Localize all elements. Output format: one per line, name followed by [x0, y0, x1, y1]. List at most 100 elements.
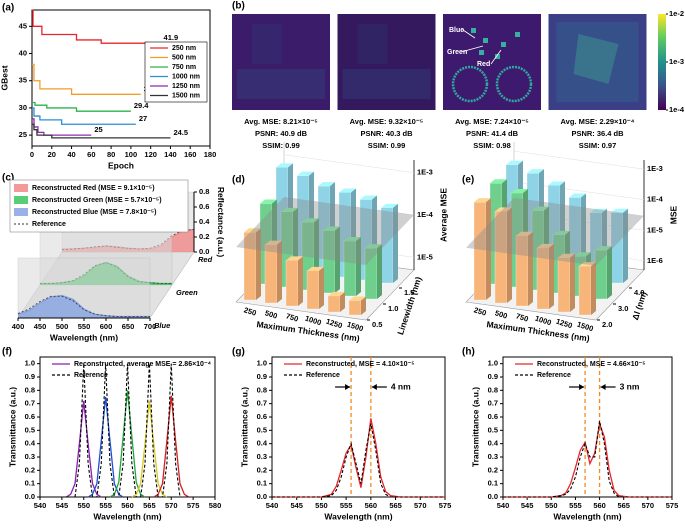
image-texture: [252, 24, 282, 64]
bar-top: [595, 246, 612, 251]
bar-top: [297, 171, 314, 176]
series-line: [65, 400, 102, 498]
panel-label: (f): [2, 347, 12, 358]
panel-label: (g): [232, 347, 245, 358]
bar-top: [495, 207, 512, 212]
legend-swatch: [14, 184, 28, 192]
y-tick-label: 0.1: [257, 479, 267, 488]
bar: [364, 244, 382, 300]
image-stat: PSNR: 40.9 dB: [255, 129, 308, 138]
legend-swatch: [14, 208, 28, 216]
legend-label: Reference: [74, 372, 108, 379]
legend-label: 500 nm: [172, 54, 196, 61]
legend-label: Reconstructed, MSE = 4.66×10⁻⁵: [537, 361, 646, 368]
x-tick-label: 565: [389, 501, 402, 510]
image-label: Green: [447, 49, 467, 56]
end-label: 27: [139, 114, 147, 123]
bar-top: [307, 266, 324, 271]
bar-side: [507, 207, 512, 303]
y-tick-label: 0.2: [25, 465, 35, 474]
x-tick-label: 500: [264, 308, 279, 320]
legend-swatch: [14, 196, 28, 204]
x-tick-label: 545: [521, 501, 534, 510]
x-tick-label: 575: [439, 501, 452, 510]
x-tick-label: 555: [99, 501, 112, 510]
bar-side: [356, 237, 361, 296]
y-axis-label: Transmittance (a.u.): [7, 387, 17, 467]
y-tick-label: 0.3: [488, 452, 498, 461]
legend-label: Reference: [32, 221, 66, 228]
layer-line: [17, 294, 150, 318]
x-tick-label: 100: [125, 150, 138, 159]
y-tick-label: 0.8: [488, 385, 498, 394]
y-tick-label: 40: [19, 49, 27, 58]
bar-front: [578, 265, 592, 316]
y-tick-label: 0.8: [25, 385, 35, 394]
y-tick-label: 0.9: [257, 372, 267, 381]
image-stat: PSNR: 36.4 dB: [571, 129, 624, 138]
y-tick-label: 0.7: [488, 399, 498, 408]
bar-top: [532, 206, 549, 211]
bar-front: [348, 300, 362, 316]
bar-top: [527, 169, 544, 174]
z-grid: [513, 150, 645, 170]
bar: [515, 231, 533, 307]
x-tick-label: 555: [340, 501, 353, 510]
bar: [536, 243, 554, 310]
y-axis-label: Transmittance (a.u.): [470, 387, 480, 467]
y-tick-label: 0.9: [25, 372, 35, 381]
y-tick-label: 0.0: [257, 492, 267, 501]
bar: [594, 246, 612, 300]
legend-label: Reconstructed, MSE = 4.10×10⁻⁵: [306, 361, 415, 368]
y-tick-label: 1.0: [25, 359, 35, 368]
legend-label: 1000 nm: [172, 73, 200, 80]
layer-label: Red: [198, 255, 213, 264]
bar-side: [277, 240, 282, 303]
x-axis-label: Wavelength (nm): [93, 511, 161, 521]
legend-label: Reconstructed Blue (MSE = 7.8×10⁻⁵): [32, 209, 156, 216]
panel-label: (c): [2, 173, 14, 184]
bar-top: [537, 243, 554, 248]
bar: [285, 256, 303, 307]
x-tick-label: 40: [67, 150, 75, 159]
x-tick-label: 650: [122, 322, 135, 331]
z-tick-label: 1E-5: [417, 252, 433, 261]
y-tick-label: 0.1: [25, 479, 35, 488]
bar-front: [306, 270, 320, 310]
legend-box: [144, 41, 208, 103]
end-label: 41.9: [164, 33, 179, 42]
x-tick-label: 500: [494, 308, 509, 320]
y-tick-label: 0.0: [25, 492, 35, 501]
panel-label: (d): [232, 175, 245, 186]
x-tick-label: 600: [100, 322, 113, 331]
series-line: [32, 9, 161, 44]
image-ring: [495, 65, 533, 103]
annotation-arrowhead: [600, 384, 606, 390]
reference-line: [17, 295, 150, 317]
annotation-arrowhead: [579, 384, 585, 390]
end-label: 25: [94, 125, 102, 134]
colorbar-tick-label: 1e-2: [669, 9, 684, 18]
plot-frame: [31, 9, 211, 147]
x-axis-label: Wavelength (nm): [324, 511, 392, 521]
image-background: [337, 14, 436, 110]
x-axis-label: Epoch: [108, 160, 134, 170]
series-line: [272, 423, 445, 498]
bar-top: [569, 193, 586, 198]
legend-label: 1250 nm: [172, 83, 200, 90]
image-square: [495, 54, 500, 59]
bar-top: [339, 188, 356, 193]
x-tick-label: 540: [34, 501, 47, 510]
legend-label: 750 nm: [172, 64, 196, 71]
legend-box: [9, 179, 189, 233]
image: [232, 14, 330, 110]
x-tick-label: 575: [666, 501, 679, 510]
series-line: [272, 418, 445, 498]
legend-label: 1500 nm: [172, 92, 200, 99]
x-tick-label: 60: [87, 150, 95, 159]
x-tick-label: 545: [56, 501, 69, 510]
y-tick-label: 0.9: [488, 372, 498, 381]
y-tick-label: 0.0: [199, 247, 209, 256]
bar-top: [558, 253, 575, 258]
end-label: 29.4: [134, 101, 149, 110]
